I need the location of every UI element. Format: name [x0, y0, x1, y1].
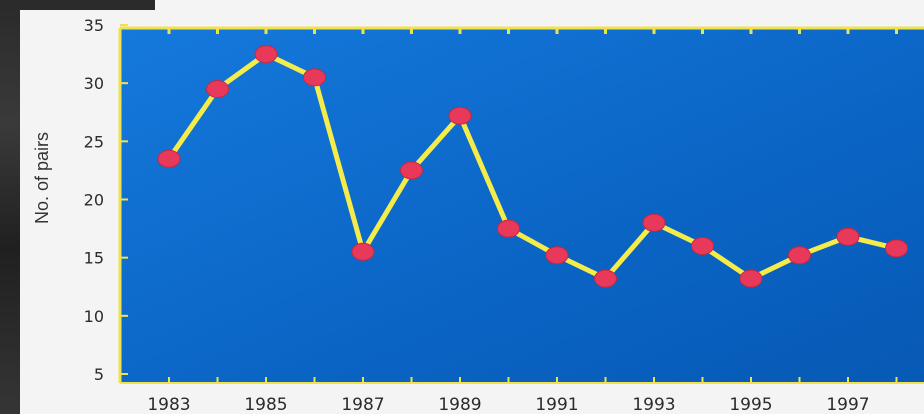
- data-point: [351, 242, 375, 261]
- x-tick-label: 1985: [244, 395, 287, 414]
- x-tick-label: 1989: [438, 395, 481, 414]
- data-point: [691, 237, 714, 255]
- data-point: [254, 45, 278, 64]
- data-point: [400, 161, 423, 180]
- series-line: [166, 51, 898, 282]
- plot-frame: [118, 26, 924, 384]
- y-axis: 5 10 15 20 25 30 35: [84, 16, 128, 384]
- data-point: [836, 227, 860, 246]
- x-tick-label: 1993: [632, 395, 675, 414]
- data-point: [448, 106, 472, 125]
- data-point: [545, 246, 569, 265]
- x-tick-label: 1995: [729, 395, 772, 414]
- series-group: [157, 45, 908, 288]
- data-point: [594, 269, 617, 288]
- y-tick-label: 20: [84, 191, 104, 210]
- data-point: [739, 269, 763, 288]
- x-tick-label: 1987: [341, 395, 384, 414]
- y-tick-label: 35: [84, 16, 104, 35]
- x-axis: 1983 1985 1987 1989 1991 1993 1995 1997: [147, 377, 898, 414]
- background-photo-top-edge: [0, 0, 155, 10]
- y-tick-label: 25: [84, 132, 104, 151]
- data-point: [157, 149, 181, 168]
- data-point: [303, 68, 326, 87]
- y-tick-label: 15: [84, 249, 104, 268]
- data-point: [642, 213, 666, 232]
- background-photo-edge: [0, 0, 20, 414]
- data-point: [206, 80, 229, 98]
- x-tick-label: 1991: [535, 395, 578, 414]
- data-point: [788, 246, 811, 265]
- x-tick-label: 1983: [147, 395, 190, 414]
- y-axis-label: No. of pairs: [32, 132, 52, 224]
- y-tick-label: 30: [84, 74, 104, 93]
- y-tick-label: 10: [84, 307, 104, 326]
- plot-area: [120, 28, 924, 383]
- y-tick-label: 5: [94, 365, 104, 384]
- x-tick-label: 1997: [826, 395, 869, 414]
- data-point: [497, 219, 520, 238]
- data-point: [885, 239, 908, 258]
